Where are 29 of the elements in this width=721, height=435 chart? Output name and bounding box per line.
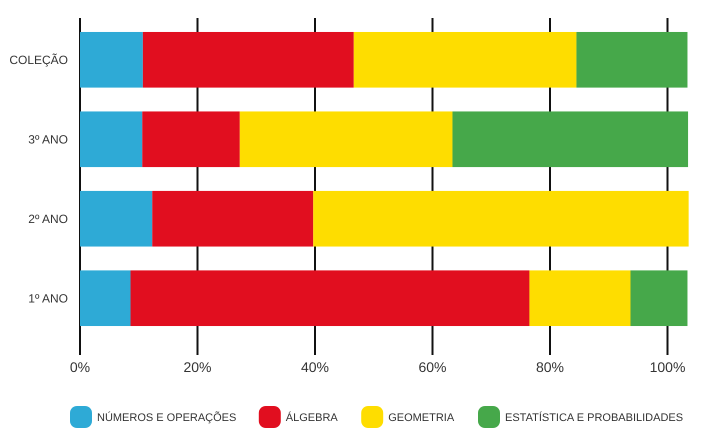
bar	[130, 270, 530, 326]
bar	[313, 190, 689, 247]
x-tick-label: 100%	[650, 359, 686, 375]
y-tick-label: 2º ANO	[28, 212, 68, 226]
x-tick-label: 80%	[536, 359, 564, 375]
legend-label: ESTATÍSTICA E PROBABILIDADES	[505, 410, 684, 424]
bar	[354, 32, 576, 88]
bar	[630, 270, 688, 326]
legend-label: NÚMEROS E OPERAÇÕES	[97, 410, 236, 424]
bar	[142, 111, 240, 168]
x-tick-label: 20%	[183, 359, 212, 375]
x-tick-label: 0%	[70, 359, 90, 375]
y-tick-label: 1º ANO	[28, 291, 68, 306]
bar	[80, 190, 152, 247]
bar	[529, 270, 630, 326]
bar	[80, 32, 143, 88]
bar	[80, 270, 131, 326]
bar	[240, 111, 452, 168]
y-tick-label: COLEÇÃO	[9, 52, 68, 67]
legend-label: ÁLGEBRA	[286, 410, 338, 424]
bar	[152, 190, 314, 247]
y-tick-label: 3º ANO	[28, 132, 68, 146]
bar	[80, 111, 142, 168]
x-tick-label: 60%	[418, 359, 447, 375]
bar	[452, 111, 688, 168]
bar	[142, 32, 354, 88]
x-tick-label: 40%	[300, 359, 330, 375]
bar	[576, 32, 688, 88]
legend-label: GEOMETRIA	[388, 412, 455, 424]
